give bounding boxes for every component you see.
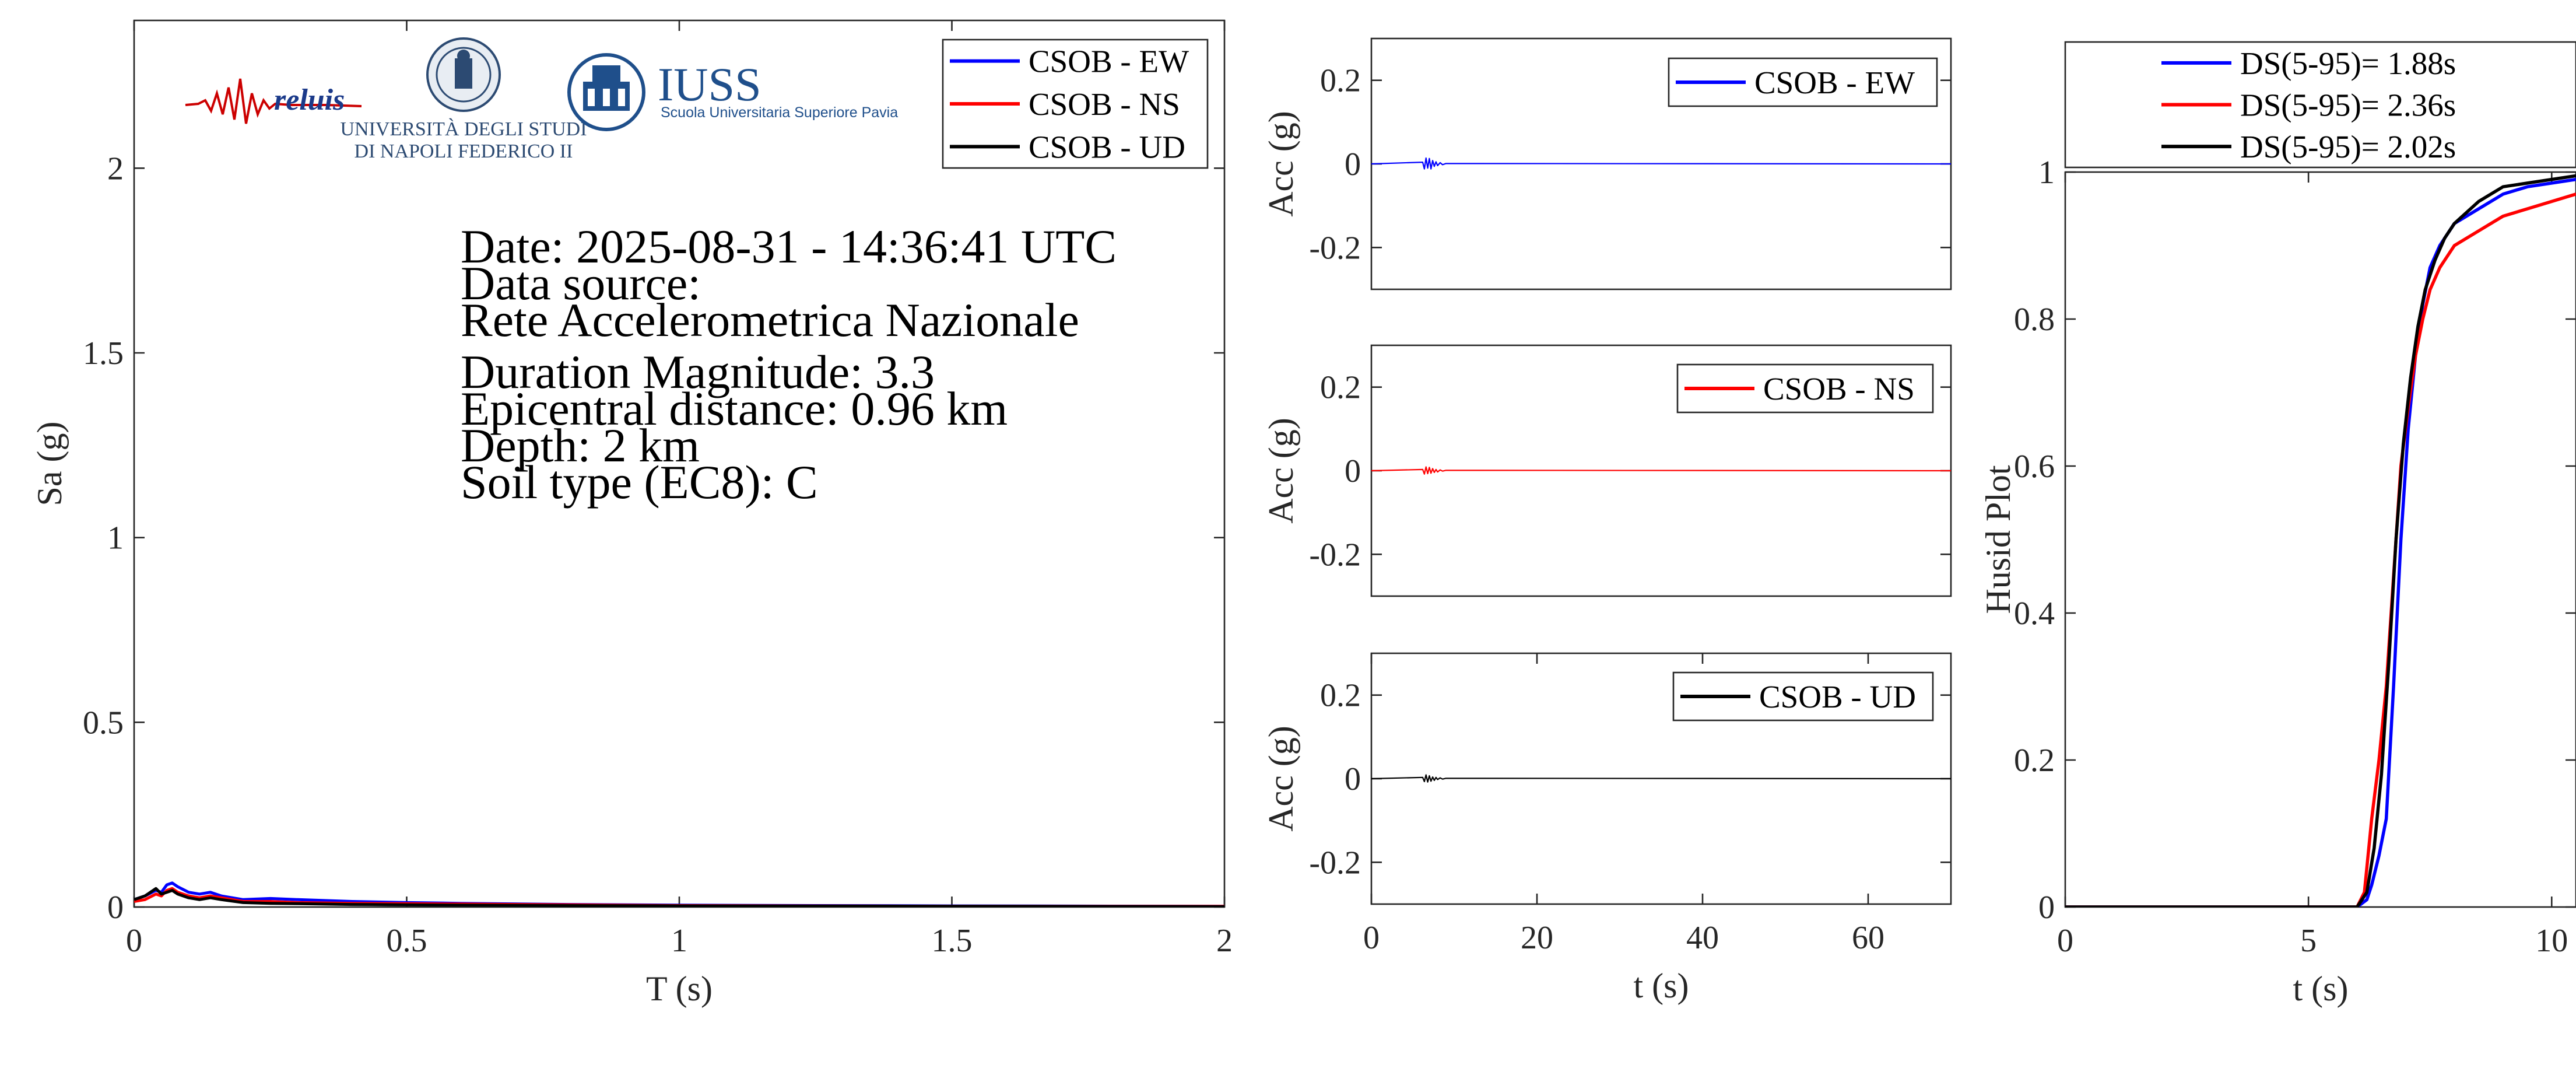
series-line-ds-5-95-2-02s	[2065, 174, 2576, 907]
legend-entry-label: DS(5-95)= 2.36s	[2240, 87, 2456, 123]
series-line-csob-ew	[1371, 157, 1951, 170]
y-axis-label: Sa (g)	[30, 422, 69, 506]
y-tick-label: 1	[107, 520, 124, 556]
x-axis-label: t (s)	[2293, 969, 2349, 1008]
husid-plot-panel: 00.20.40.60.810 5 10t (s)Husid PlotDS(5-95…	[1979, 41, 2576, 1008]
series-group	[134, 881, 1224, 907]
series-group	[1371, 157, 1951, 170]
series-line-csob-ud	[134, 887, 1224, 907]
iuss-logo: IUSS Scuola Universitaria Superiore Pavi…	[567, 53, 898, 131]
x-tick-label: 2	[1216, 923, 1233, 959]
y-axis-label: Acc (g)	[1262, 111, 1300, 217]
info-magnitude: Duration Magnitude: 3.3	[461, 345, 935, 398]
y-axis-label: Husid Plot	[1979, 465, 2017, 614]
unina-line1: UNIVERSITÀ DEGLI STUDI	[340, 118, 587, 140]
y-tick-label: 0.8	[2014, 302, 2055, 338]
y-tick-label: 0.2	[1320, 678, 1361, 714]
reluis-wordmark: reluis	[274, 83, 345, 117]
legend-entry-label: CSOB - NS	[1763, 371, 1915, 407]
info-depth: Depth: 2 km	[461, 419, 700, 472]
info-date: Date: 2025-08-31 - 14:36:41 UTC	[461, 220, 1117, 273]
y-tick-label: -0.2	[1309, 537, 1361, 573]
reluis-seismogram-icon	[185, 78, 362, 124]
y-tick-label: 0	[2038, 890, 2055, 926]
iuss-subtitle: Scuola Universitaria Superiore Pavia	[661, 104, 898, 121]
y-tick-label: 0.4	[2014, 596, 2055, 632]
x-tick-label: 0	[2057, 923, 2073, 959]
legend-entry-label: DS(5-95)= 1.88s	[2240, 45, 2456, 81]
info-source: Rete Accelerometrica Nazionale	[461, 293, 1079, 346]
acceleration-ew-panel: -0.2 0 0.2 Acc (g) CSOB - EW	[1262, 37, 1952, 290]
y-tick-label: 2	[107, 150, 124, 187]
y-tick-label: 0.2	[1320, 63, 1361, 99]
series-line-csob-ns	[1371, 466, 1951, 475]
y-axis-label: Acc (g)	[1262, 418, 1300, 524]
y-tick-label: 0.6	[2014, 449, 2055, 485]
y-tick-label: 0	[1345, 146, 1361, 183]
y-tick-label: -0.2	[1309, 845, 1361, 881]
y-tick-label: 0.5	[83, 705, 124, 741]
series-group	[1371, 466, 1951, 475]
unina-line2: DI NAPOLI FEDERICO II	[355, 141, 573, 162]
y-tick-label: 1	[2038, 155, 2055, 191]
y-tick-label: -0.2	[1309, 230, 1361, 266]
x-axis-label: t (s)	[1634, 967, 1689, 1005]
x-tick-label: 10	[2535, 923, 2568, 959]
legend-entry-label: CSOB - UD	[1759, 679, 1916, 715]
x-tick-label: 1.5	[932, 923, 973, 959]
x-tick-label: 60	[1852, 920, 1884, 956]
info-source-label: Data source:	[461, 257, 701, 310]
x-tick-label: 0	[1363, 920, 1380, 956]
x-tick-label: 20	[1521, 920, 1553, 956]
x-tick-label: 0.5	[387, 923, 427, 959]
info-soil: Soil type (EC8): C	[461, 456, 818, 509]
series-group	[2065, 174, 2576, 907]
iuss-title: IUSS	[658, 58, 761, 111]
legend-entry-label: CSOB - NS	[1029, 86, 1180, 122]
plot-area	[2064, 171, 2576, 908]
series-line-csob-ud	[1371, 774, 1951, 783]
x-tick-label: 1	[671, 923, 687, 959]
y-axis-label: Acc (g)	[1262, 726, 1300, 832]
info-distance: Epicentral distance: 0.96 km	[461, 382, 1008, 435]
reluis-logo: reluis	[185, 78, 362, 124]
legend-entry-label: CSOB - UD	[1029, 129, 1185, 164]
x-tick-label: 5	[2300, 923, 2317, 959]
series-group	[1371, 774, 1951, 783]
y-tick-label: 0.2	[2014, 743, 2055, 779]
event-info: Date: 2025-08-31 - 14:36:41 UTC Data sou…	[461, 220, 1117, 509]
series-line-ds-5-95-2-36s	[2065, 192, 2576, 907]
y-tick-label: 0	[107, 890, 124, 926]
legend-box	[2064, 41, 2576, 169]
y-tick-label: 1.5	[83, 335, 124, 372]
y-tick-label: 0	[1345, 453, 1361, 489]
x-tick-label: 40	[1686, 920, 1719, 956]
acceleration-ns-panel: -0.2 0 0.2 Acc (g) CSOB - NS	[1262, 344, 1952, 597]
x-tick-label: 0	[126, 923, 142, 959]
y-tick-label: 0.2	[1320, 370, 1361, 406]
legend-entry-label: CSOB - EW	[1754, 65, 1915, 100]
response-spectrum-panel: 0 0.5 1 1.5 2 0 0.5 1 1.5 2 T (s) Sa (g) CSOB - EW CS…	[30, 19, 1233, 1008]
x-axis-label: T (s)	[646, 969, 713, 1008]
unina-logo: UNIVERSITÀ DEGLI STUDI DI NAPOLI FEDERIC…	[340, 37, 587, 162]
legend-entry-label: DS(5-95)= 2.02s	[2240, 129, 2456, 164]
y-tick-label: 0	[1345, 761, 1361, 797]
legend-entry-label: CSOB - EW	[1029, 44, 1189, 79]
acceleration-ud-panel: -0.2 0 0.2 0 20 40 60 t (s) Acc (g) CSOB - UD	[1262, 652, 1952, 1005]
